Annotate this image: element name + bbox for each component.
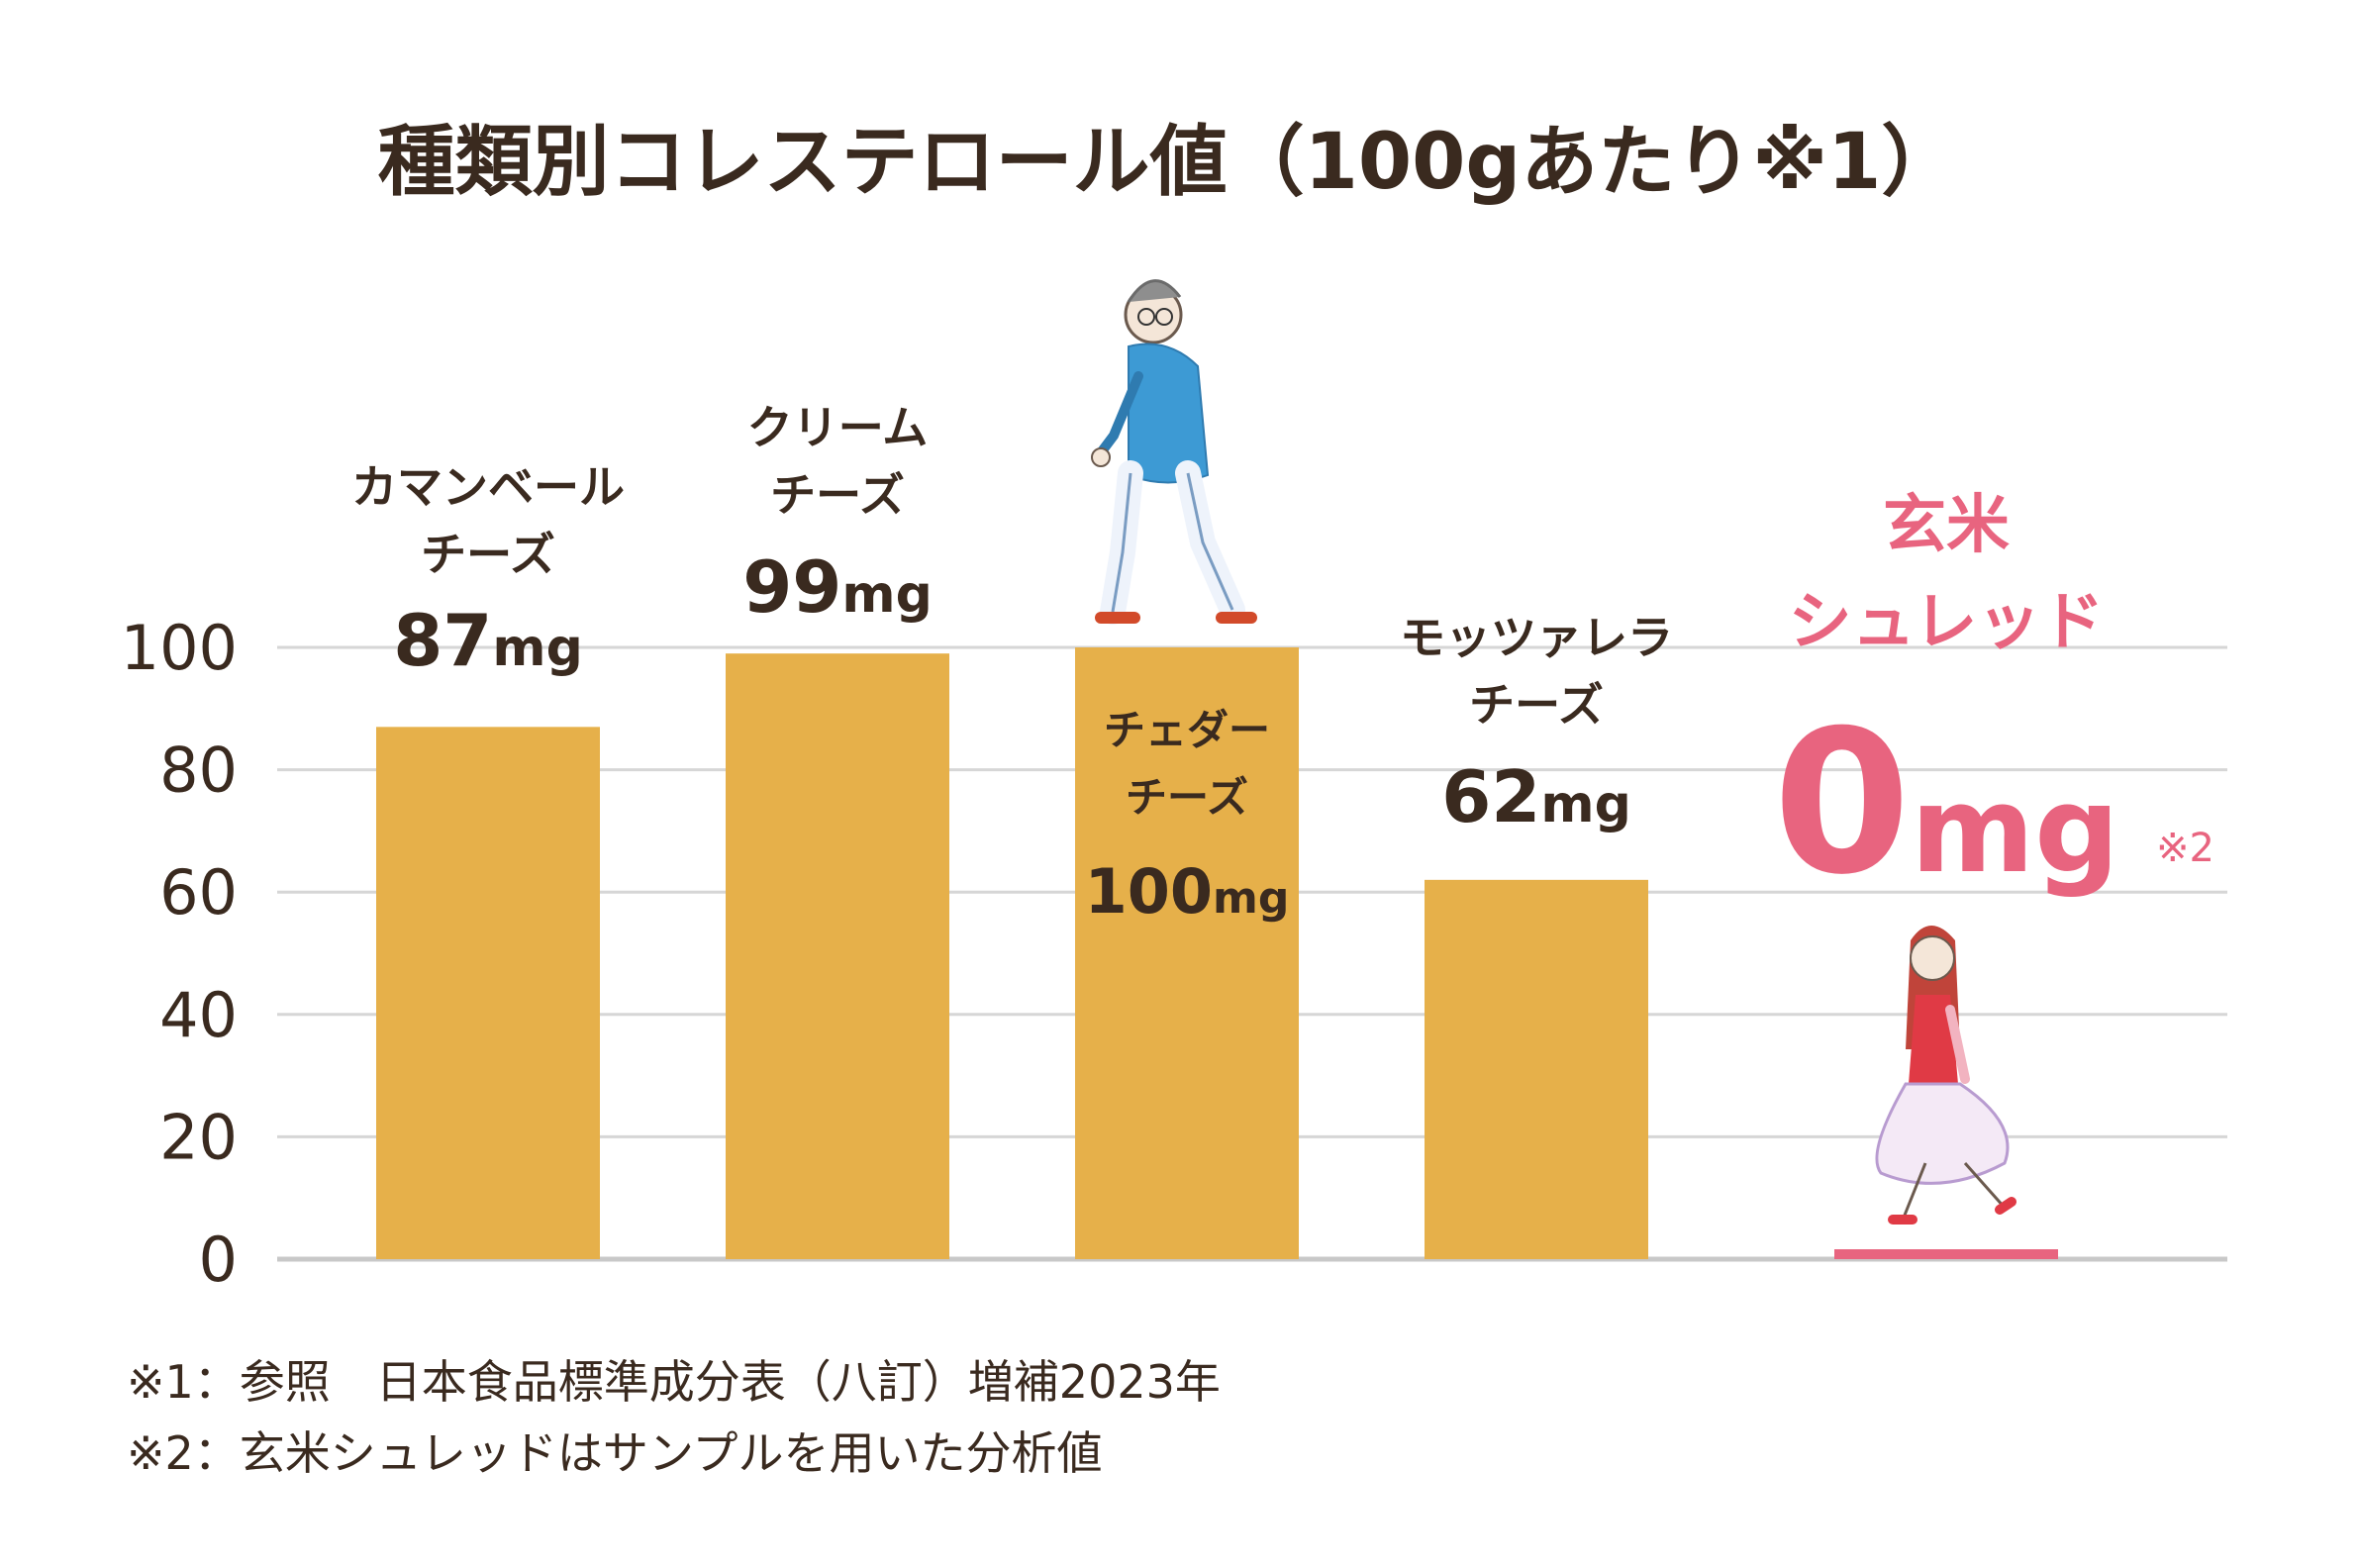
bar-category-label: カマンベール	[351, 460, 625, 514]
bar	[1834, 1249, 2058, 1259]
bar	[376, 727, 600, 1259]
footnote-mark: ※2	[2156, 826, 2214, 871]
bar	[726, 653, 949, 1259]
bar-category-label: チーズ	[1126, 773, 1248, 822]
bar-value-label: 87mg	[393, 599, 583, 682]
bar-category-label: モッツァレラ	[1400, 611, 1673, 664]
bar	[1425, 879, 1648, 1259]
bar-category-label: チーズ	[1469, 678, 1604, 732]
value-unit: mg	[1213, 873, 1289, 924]
value-number: 0	[1773, 688, 1911, 919]
bar-category-label: 玄米	[1883, 489, 2010, 562]
y-tick-label: 80	[159, 735, 238, 807]
value-number: 62	[1441, 755, 1540, 838]
value-unit: mg	[492, 619, 582, 678]
y-tick-label: 40	[159, 979, 238, 1051]
footnote-1: ※1：参照 日本食品標準成分表（八訂）増補2023年	[127, 1355, 1221, 1409]
bar-category-label: チーズ	[770, 468, 905, 522]
chart-title: 種類別コレステロール値（100gあたり※1）	[378, 118, 1959, 207]
bar-category-label: チェダー	[1104, 706, 1270, 754]
bar-value-label: 0mg	[1773, 688, 2119, 919]
y-tick-label: 100	[121, 612, 238, 684]
walking-woman-icon	[1875, 926, 2016, 1225]
bar-category-label: シュレッド	[1789, 586, 2105, 659]
bar-category-label: チーズ	[421, 528, 555, 581]
y-tick-label: 0	[199, 1224, 238, 1296]
value-unit: mg	[1911, 762, 2119, 900]
value-number: 87	[393, 599, 492, 682]
bar-value-label: 62mg	[1441, 755, 1631, 838]
bar-value-label: 100mg	[1085, 855, 1290, 928]
y-tick-label: 60	[159, 856, 238, 929]
walking-man-icon	[1091, 279, 1257, 625]
value-number: 100	[1085, 855, 1213, 928]
value-unit: mg	[1540, 775, 1630, 834]
value-unit: mg	[841, 565, 932, 625]
bar-category-label: クリーム	[747, 401, 929, 454]
footnote-2: ※2：玄米シュレッドはサンプルを用いた分析値	[127, 1426, 1103, 1480]
y-tick-label: 20	[159, 1101, 238, 1173]
bar	[1075, 647, 1299, 1259]
bar-value-label: 99mg	[742, 545, 933, 629]
value-number: 99	[742, 545, 841, 629]
